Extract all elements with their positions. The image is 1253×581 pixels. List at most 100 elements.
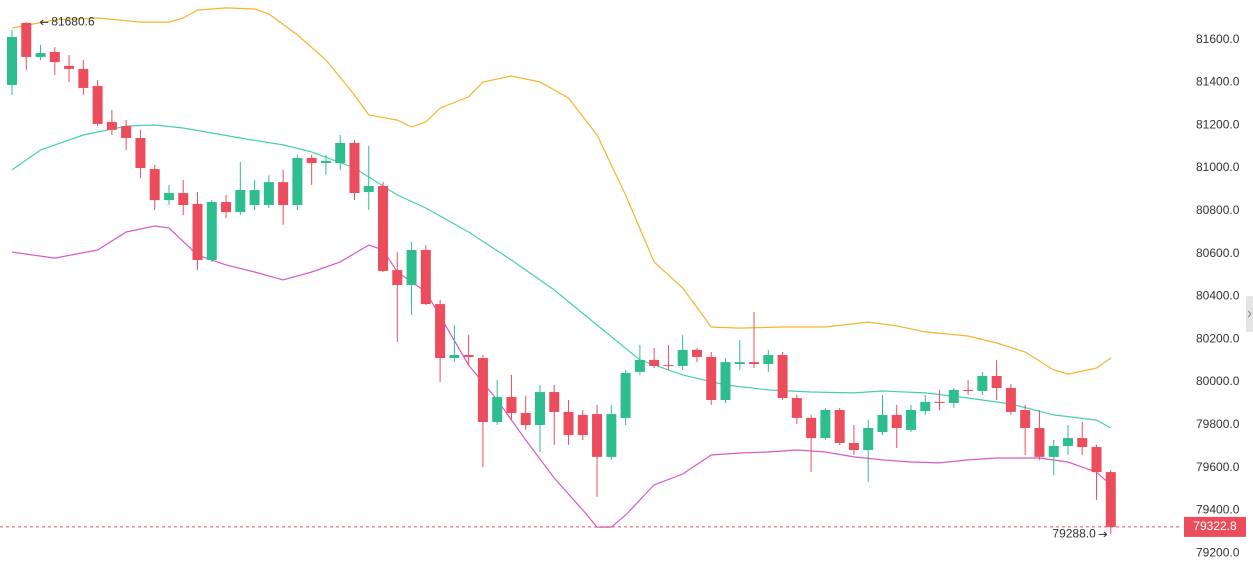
- max-label: 81680.6: [51, 15, 95, 29]
- candle-body: [777, 355, 788, 399]
- candle-body: [649, 359, 660, 366]
- candle-body: [178, 193, 189, 206]
- y-tick-label: 81400.0: [1196, 75, 1240, 89]
- candle-body: [492, 396, 503, 423]
- candle-body: [192, 203, 203, 261]
- candle-body: [278, 182, 289, 206]
- arrow: [39, 19, 49, 26]
- band-line: [11, 124, 1112, 429]
- candle-body: [1005, 387, 1016, 412]
- y-tick-label: 79400.0: [1196, 503, 1240, 517]
- candle-body: [249, 190, 260, 206]
- candle-body: [806, 417, 817, 439]
- y-tick-label: 81000.0: [1196, 160, 1240, 174]
- candle-body: [35, 53, 46, 57]
- candle-body: [235, 190, 246, 213]
- y-tick-label: 80600.0: [1196, 246, 1240, 260]
- candle-body: [7, 37, 17, 85]
- candle-body: [634, 359, 645, 372]
- candle-body: [363, 185, 374, 192]
- scroll-handle[interactable]: [1246, 296, 1253, 332]
- candle-body: [677, 349, 688, 366]
- candle-body: [21, 22, 32, 57]
- candle-body: [749, 362, 760, 365]
- last-price-box: [1184, 516, 1246, 537]
- candle-body: [449, 355, 460, 359]
- candle-body: [1034, 427, 1045, 457]
- band-line: [11, 7, 1112, 375]
- candle-body: [292, 157, 303, 206]
- y-tick-label: 79600.0: [1196, 460, 1240, 474]
- candle-body: [106, 121, 117, 130]
- candle-body: [877, 414, 888, 433]
- candle-body: [406, 249, 417, 286]
- y-tick-label: 81600.0: [1196, 32, 1240, 46]
- candle-body: [920, 401, 931, 412]
- candle-body: [477, 358, 488, 423]
- candle-body: [863, 427, 874, 451]
- candle-body: [378, 185, 389, 271]
- candle-body: [1105, 472, 1116, 527]
- candle-body: [221, 202, 232, 213]
- candle-body: [620, 372, 631, 418]
- arrow: [1098, 531, 1108, 538]
- candle-body: [1062, 438, 1073, 446]
- candle-body: [463, 355, 474, 357]
- candle-body: [163, 193, 174, 201]
- candle-body: [435, 304, 446, 359]
- candle-body: [706, 356, 717, 400]
- candle-body: [64, 65, 75, 69]
- candle-body: [534, 392, 545, 425]
- candle-body: [691, 349, 702, 357]
- candle-body: [149, 169, 160, 201]
- y-tick-label: 80800.0: [1196, 203, 1240, 217]
- candle-body: [206, 202, 217, 261]
- candle-body: [991, 375, 1002, 388]
- candle-body: [734, 362, 745, 365]
- y-tick-label: 80200.0: [1196, 331, 1240, 345]
- candle-body: [592, 414, 603, 457]
- scroll-arrow: [1247, 310, 1252, 318]
- candle-body: [848, 442, 859, 451]
- min-label: 79288.0: [1052, 527, 1096, 541]
- candle-body: [263, 182, 274, 206]
- candle-body: [906, 410, 917, 430]
- candle-body: [791, 398, 802, 418]
- y-tick-label: 81200.0: [1196, 117, 1240, 131]
- y-tick-label: 80000.0: [1196, 374, 1240, 388]
- candle-body: [663, 365, 674, 367]
- band-line: [11, 225, 1112, 528]
- candle-body: [934, 401, 945, 403]
- y-tick-label: 81800.0: [1196, 0, 1240, 3]
- candle-body: [306, 157, 317, 164]
- candle-body: [1091, 447, 1102, 473]
- candle-body: [606, 414, 617, 457]
- candle-body: [420, 249, 431, 305]
- candle-body: [963, 389, 974, 391]
- candle-body: [335, 142, 346, 164]
- candle-body: [121, 126, 132, 139]
- y-tick-label: 79800.0: [1196, 417, 1240, 431]
- candle-body: [1077, 438, 1088, 448]
- candle-body: [1020, 410, 1031, 428]
- candle-body: [820, 410, 831, 439]
- candle-body: [520, 413, 531, 425]
- candle-body: [891, 414, 902, 428]
- candle-body: [948, 389, 959, 403]
- candle-body: [320, 160, 331, 164]
- candle-body: [506, 396, 517, 414]
- candle-body: [1048, 445, 1059, 457]
- candle-body: [720, 362, 731, 400]
- candle-body: [92, 86, 103, 124]
- candle-body: [78, 68, 89, 88]
- candle-body: [577, 414, 588, 436]
- candle-body: [349, 142, 360, 194]
- y-tick-label: 80400.0: [1196, 289, 1240, 303]
- last-price-label: 79322.8: [1193, 519, 1237, 533]
- candle-body: [977, 375, 988, 391]
- candle-body: [549, 392, 560, 412]
- candle-body: [763, 355, 774, 365]
- y-tick-label: 79200.0: [1196, 545, 1240, 559]
